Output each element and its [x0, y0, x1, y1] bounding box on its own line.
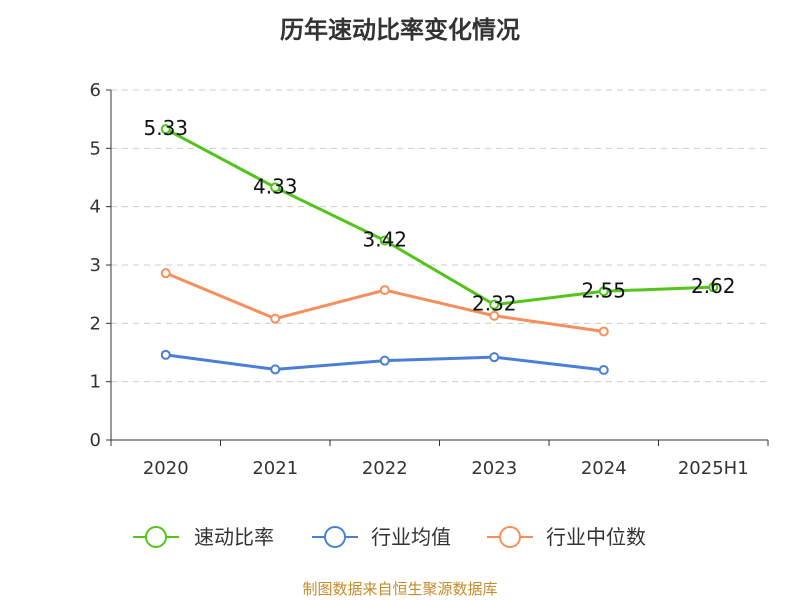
- data-point: [379, 235, 390, 246]
- chart-title: 历年速动比率变化情况: [280, 16, 520, 44]
- data-point: [270, 182, 281, 193]
- legend-label: 速动比率: [194, 525, 274, 549]
- data-point: [160, 268, 171, 279]
- y-tick-label: 1: [90, 372, 101, 393]
- legend-label: 行业均值: [371, 525, 451, 549]
- series-line: [164, 127, 715, 307]
- data-point: [379, 285, 390, 296]
- data-label: 2.55: [581, 278, 626, 302]
- data-point: [598, 326, 609, 337]
- axes: 0 1 2 3 4 5 6 2020 2021 2022 2023 2024 2025H1: [90, 80, 769, 479]
- data-point: [160, 124, 171, 135]
- data-labels: 5.33 4.33 3.42 2.32 2.55 2.62: [143, 116, 735, 316]
- legend-marker: [499, 526, 521, 548]
- x-tick-label: 2024: [581, 458, 627, 479]
- source-note: 制图数据来自恒生聚源数据库: [302, 580, 498, 598]
- data-label: 3.42: [362, 228, 407, 252]
- data-point: [379, 355, 390, 366]
- x-tick-label: 2023: [471, 458, 517, 479]
- y-tick-label: 4: [90, 197, 101, 218]
- y-tick-label: 3: [90, 255, 101, 276]
- grid-lines: [111, 89, 768, 383]
- y-tick-label: 6: [90, 80, 101, 101]
- data-label: 2.32: [472, 292, 517, 316]
- data-point: [270, 364, 281, 375]
- data-point: [270, 313, 281, 324]
- legend: 速动比率 行业均值 行业中位数: [133, 525, 646, 549]
- data-point: [598, 365, 609, 375]
- legend-item: 速动比率: [133, 525, 274, 549]
- x-tick-label: 2025H1: [678, 458, 749, 479]
- y-tick-label: 5: [90, 138, 101, 159]
- data-label: 4.33: [253, 174, 298, 198]
- y-tick-label: 2: [90, 313, 101, 334]
- legend-marker: [145, 526, 167, 548]
- legend-item: 行业均值: [312, 525, 451, 549]
- series-lines: [160, 124, 719, 375]
- y-tick-label: 0: [90, 430, 101, 451]
- x-tick-label: 2021: [252, 458, 298, 479]
- data-point: [708, 282, 719, 293]
- data-point: [160, 349, 171, 360]
- legend-marker: [324, 526, 346, 548]
- data-point: [489, 352, 500, 363]
- x-tick-label: 2020: [143, 458, 189, 479]
- data-point: [489, 299, 500, 310]
- data-point: [598, 286, 609, 297]
- data-label: 5.33: [143, 116, 188, 140]
- data-point: [489, 310, 500, 321]
- legend-item: 行业中位数: [487, 525, 646, 549]
- data-label: 2.62: [691, 274, 736, 298]
- x-tick-label: 2022: [362, 458, 408, 479]
- legend-label: 行业中位数: [546, 525, 646, 549]
- series-line: [164, 271, 606, 333]
